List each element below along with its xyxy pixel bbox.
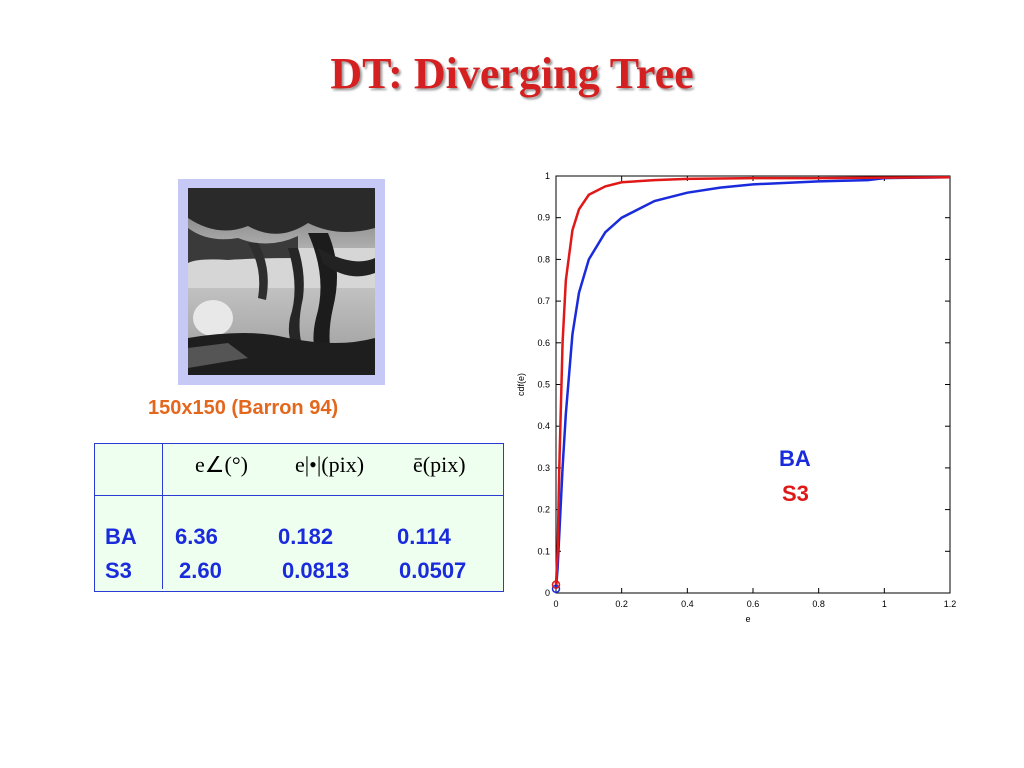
x-tick-label: 0.6 [747, 599, 760, 609]
tree-image [188, 188, 375, 375]
y-tick-label: 0.3 [537, 463, 550, 473]
x-tick-label: 0.4 [681, 599, 694, 609]
x-tick-label: 0.2 [615, 599, 628, 609]
x-tick-label: 1.2 [944, 599, 957, 609]
x-axis-label: e [745, 614, 750, 624]
y-tick-label: 0 [545, 588, 550, 598]
table-cell: 2.60 [179, 558, 222, 583]
y-tick-label: 0.6 [537, 338, 550, 348]
table-cell: 0.182 [278, 524, 334, 549]
plot-area [555, 175, 951, 594]
legend-ba: BA [779, 446, 811, 471]
y-tick-label: 0.8 [537, 254, 550, 264]
image-caption: 150x150 (Barron 94) [148, 397, 339, 419]
header-angular-error: e∠(°) [195, 452, 248, 477]
row-label-ba: BA [105, 524, 137, 549]
y-tick-label: 0.5 [537, 380, 550, 390]
table-vertical-divider [162, 444, 163, 589]
table-cell: 0.114 [397, 524, 451, 549]
series-line-ba [554, 176, 951, 589]
y-tick-label: 1 [545, 171, 550, 181]
y-tick-label: 0.1 [537, 546, 550, 556]
series-marker-s3 [551, 580, 561, 589]
row-label-s3: S3 [105, 558, 132, 583]
header-magnitude-error: e|•|(pix) [295, 452, 365, 477]
x-tick-label: 0 [553, 599, 558, 609]
table-cell: 6.36 [175, 524, 218, 549]
x-tick-label: 0.8 [812, 599, 825, 609]
series-line-s3 [554, 176, 951, 585]
y-axis-label: cdf(e) [516, 373, 526, 396]
results-table: e∠(°) e|•|(pix) ē(pix) BA 6.36 0.182 0.1… [94, 443, 504, 592]
table-cell: 0.0507 [399, 558, 467, 583]
y-tick-label: 0.2 [537, 505, 550, 515]
cdf-chart: 0 0.1 0.2 0.3 0.4 0.5 0.6 0.7 0.8 0.9 1 0 0.2 0.4 0.6 0… [516, 171, 957, 624]
x-tick-label: 1 [882, 599, 887, 609]
table-cell: 0.0813 [282, 558, 350, 583]
legend-s3: S3 [782, 481, 809, 506]
y-tick-label: 0.7 [537, 296, 550, 306]
header-endpoint-error: ē(pix) [413, 452, 466, 477]
series-marker-ba [551, 584, 561, 594]
y-tick-label: 0.4 [537, 421, 550, 431]
image-frame [178, 179, 385, 385]
y-tick-label: 0.9 [537, 213, 550, 223]
table-horizontal-divider [95, 495, 503, 496]
slide-title: DT: Diverging Tree [330, 49, 694, 98]
